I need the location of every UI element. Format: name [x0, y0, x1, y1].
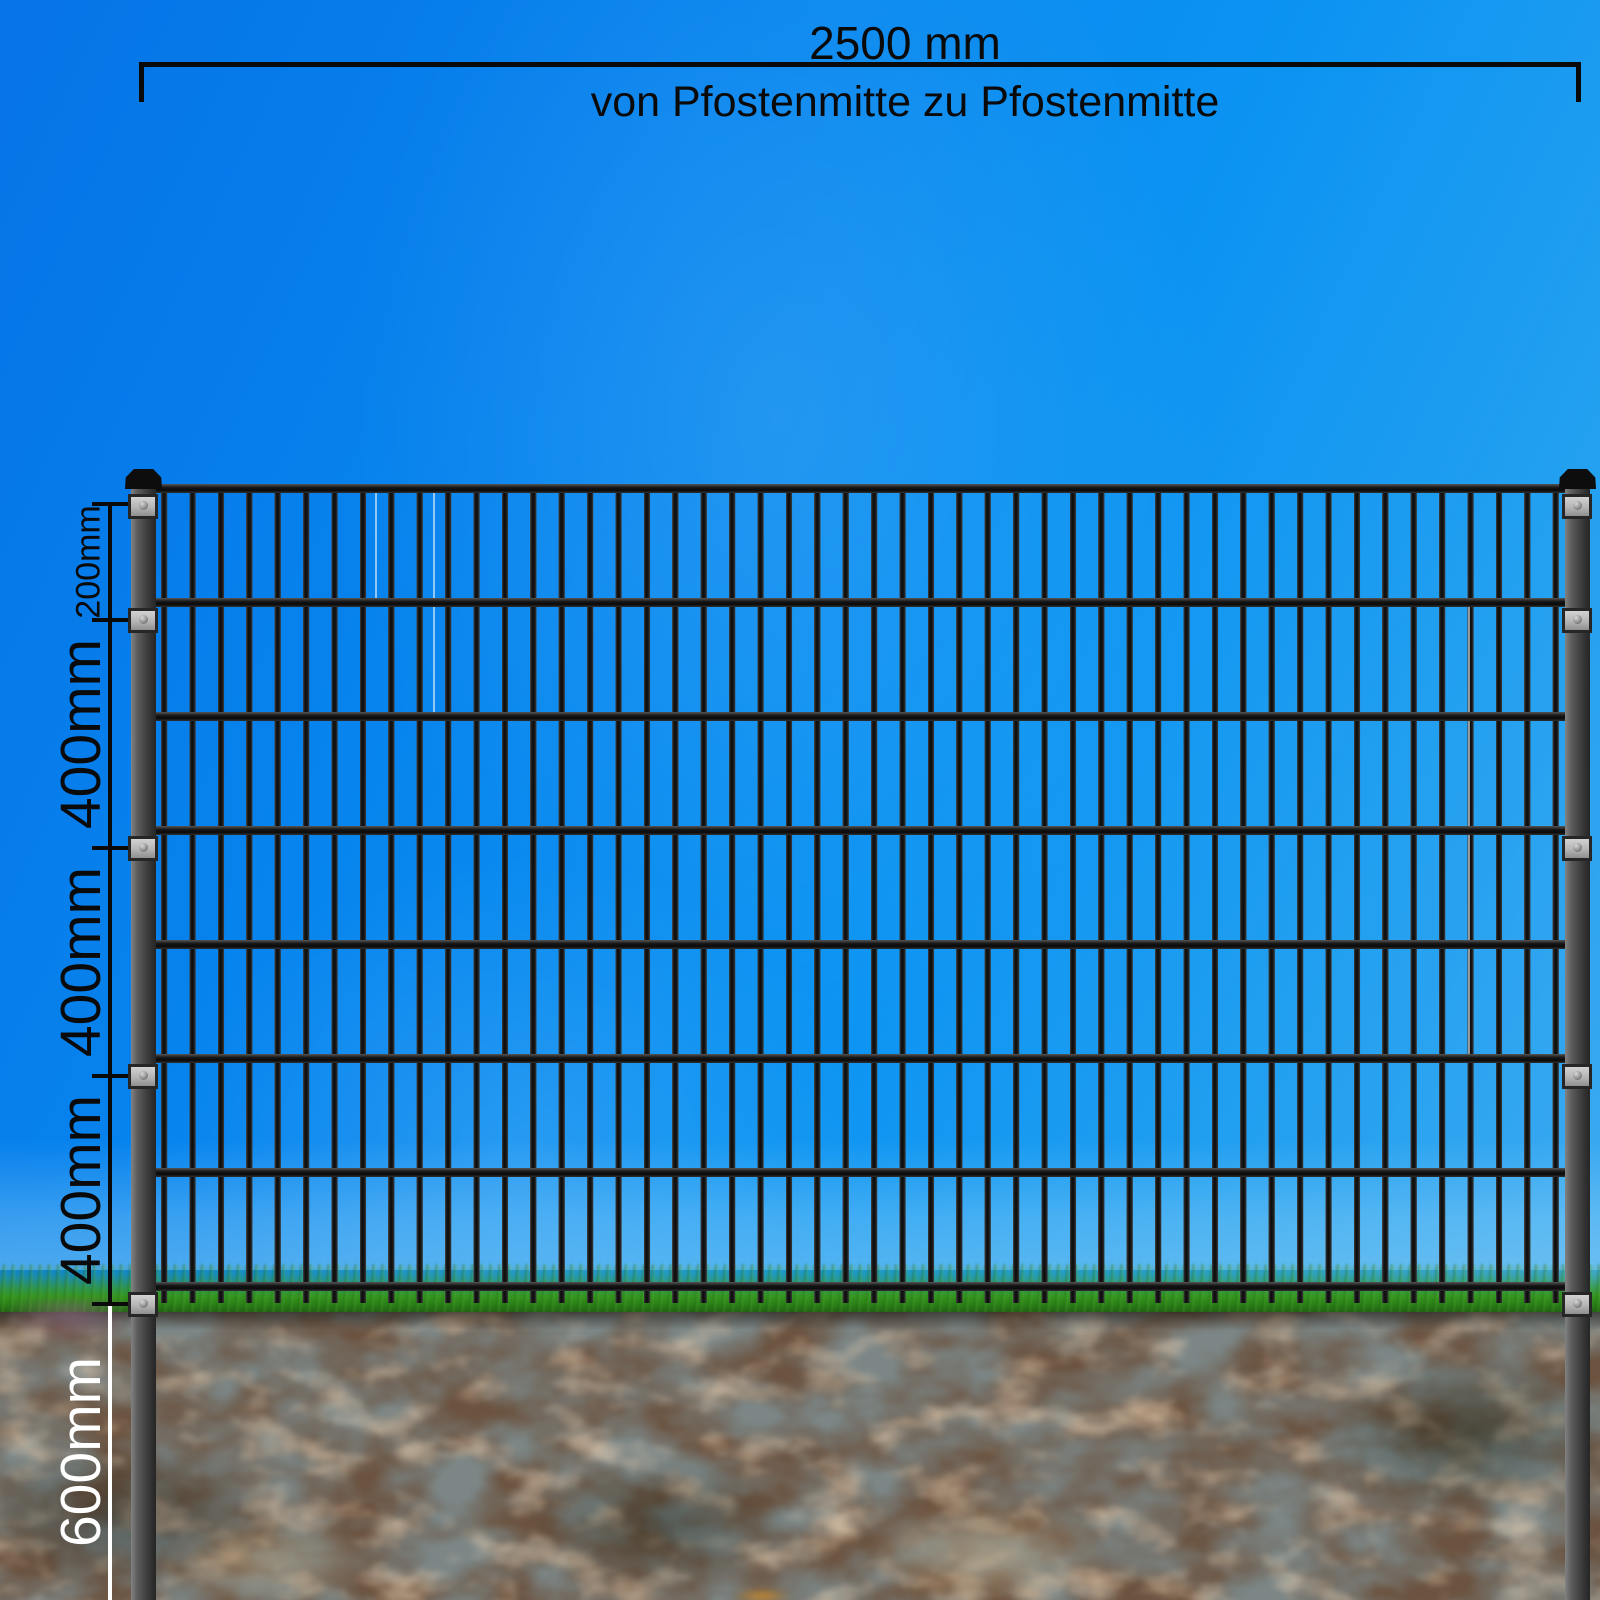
dimension-tick [1576, 62, 1581, 102]
fence-post-right [1565, 472, 1590, 1600]
soil-patches [0, 1300, 1600, 1600]
dimension-tick [92, 502, 128, 506]
fence-post-left [131, 472, 156, 1600]
post-clamp [128, 494, 158, 519]
post-clamp [128, 1064, 158, 1089]
fence-wire [152, 1054, 1569, 1063]
height-segment-label: 400mm [49, 1094, 113, 1286]
post-clamp [128, 1292, 158, 1317]
fence-vertical-bars [161, 490, 1561, 1303]
fence-wire [152, 1282, 1569, 1291]
height-segment-label: 200mm [69, 505, 108, 619]
height-segment-label: 400mm [49, 866, 113, 1058]
dimension-tick [139, 62, 144, 102]
height-dimension-line [108, 504, 112, 1304]
fence-wire [152, 598, 1569, 607]
dimension-tick [92, 846, 128, 850]
fence-wire [152, 1168, 1569, 1177]
fence-wire [152, 940, 1569, 949]
height-segment-label: 400mm [49, 638, 113, 830]
post-clamp [128, 836, 158, 861]
post-cap [1559, 469, 1596, 489]
post-cap [125, 469, 162, 489]
height-segment-label: 600mm [49, 1356, 113, 1548]
dimension-tick [92, 1302, 128, 1306]
post-clamp [1562, 1292, 1592, 1317]
fence-wire [152, 712, 1569, 721]
post-clamp [1562, 836, 1592, 861]
fence-wire [152, 826, 1569, 835]
underground-dimension-line [108, 1306, 112, 1600]
dimension-tick [92, 618, 128, 622]
width-dimension-value: 2500 mm [809, 17, 1001, 69]
post-clamp [128, 608, 158, 633]
fence-wire [152, 484, 1569, 493]
width-dimension-caption: von Pfostenmitte zu Pfostenmitte [590, 78, 1220, 126]
width-dimension-line [139, 62, 1581, 67]
post-clamp [1562, 494, 1592, 519]
bar-glint [375, 492, 377, 604]
dimension-tick [92, 1074, 128, 1078]
post-clamp [1562, 608, 1592, 633]
post-clamp [1562, 1064, 1592, 1089]
